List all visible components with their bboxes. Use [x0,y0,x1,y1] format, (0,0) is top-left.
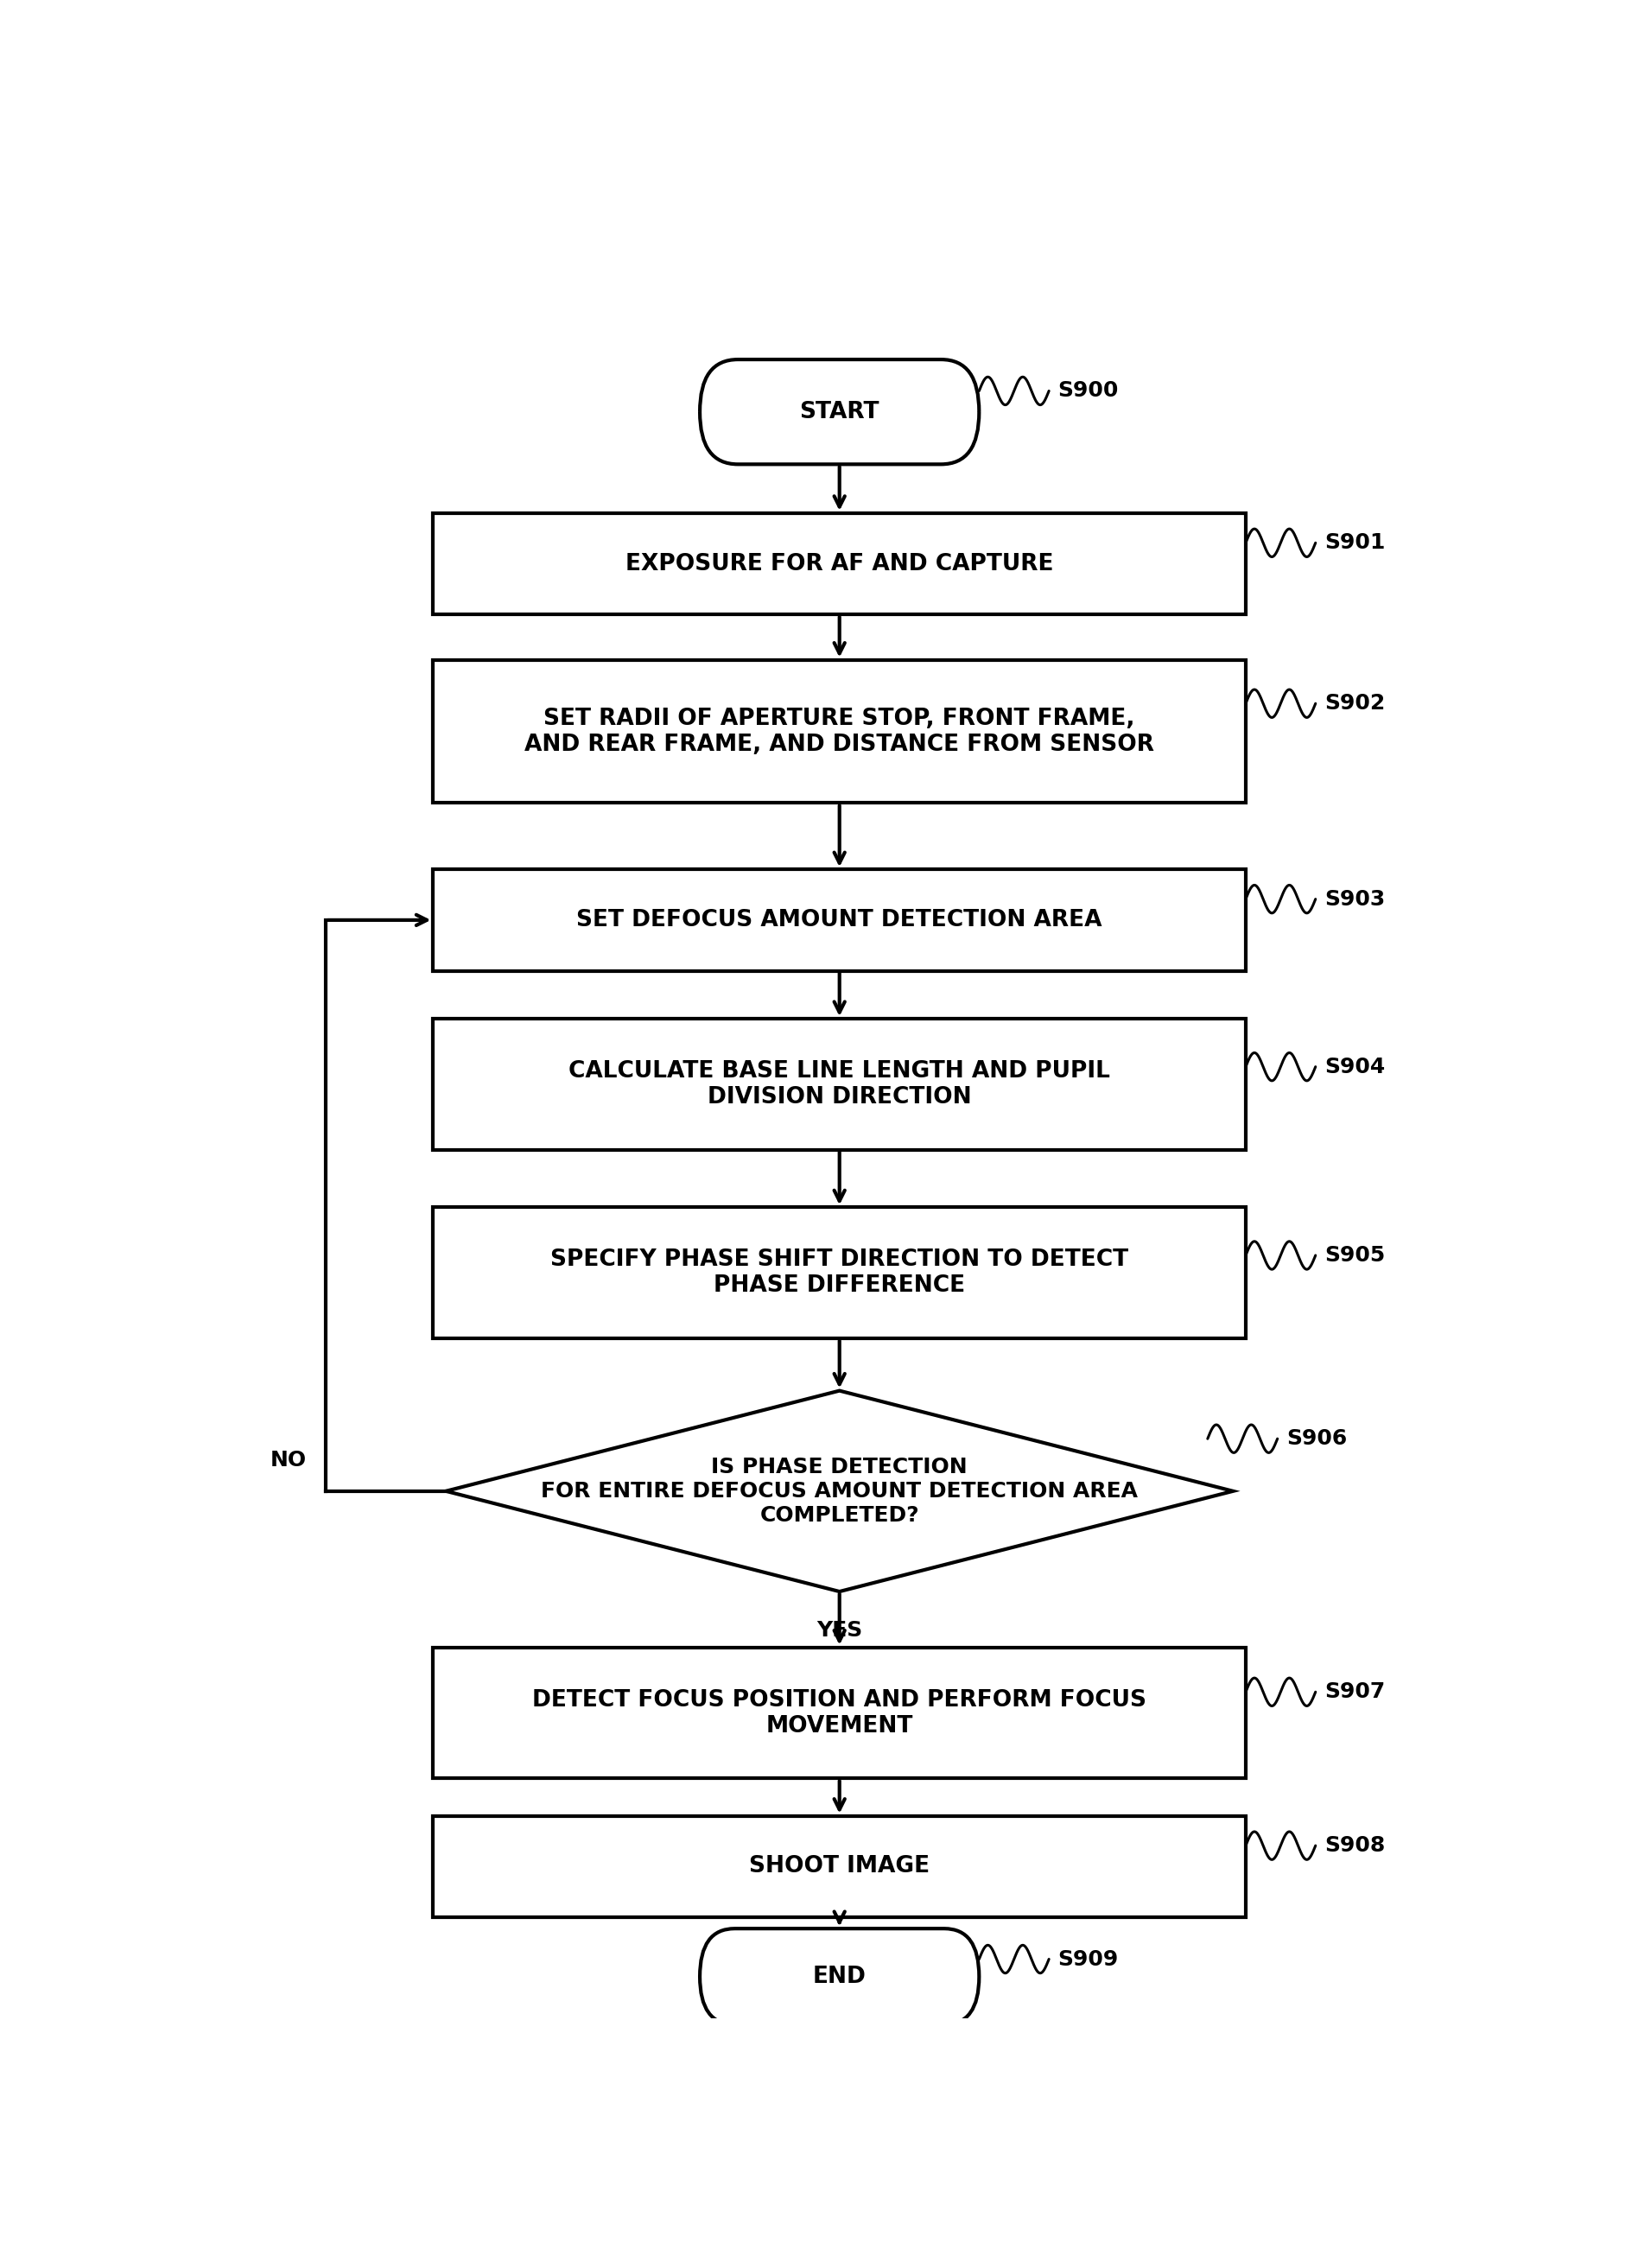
Text: END: END [812,1966,867,1987]
Text: CALCULATE BASE LINE LENGTH AND PUPIL
DIVISION DIRECTION: CALCULATE BASE LINE LENGTH AND PUPIL DIV… [568,1059,1111,1109]
Text: YES: YES [816,1619,863,1640]
Text: NO: NO [270,1449,306,1470]
Text: DETECT FOCUS POSITION AND PERFORM FOCUS
MOVEMENT: DETECT FOCUS POSITION AND PERFORM FOCUS … [532,1690,1147,1737]
Bar [432,1018,1247,1150]
Text: IS PHASE DETECTION
FOR ENTIRE DEFOCUS AMOUNT DETECTION AREA
COMPLETED?: IS PHASE DETECTION FOR ENTIRE DEFOCUS AM… [541,1456,1138,1526]
Bar [432,513,1247,615]
Text: S901: S901 [1325,533,1386,553]
Text: S907: S907 [1325,1681,1386,1703]
Text: SET RADII OF APERTURE STOP, FRONT FRAME,
AND REAR FRAME, AND DISTANCE FROM SENSO: SET RADII OF APERTURE STOP, FRONT FRAME,… [524,708,1155,755]
Text: START: START [799,401,880,424]
Text: S904: S904 [1325,1057,1386,1077]
Bar [432,1817,1247,1916]
Text: S903: S903 [1325,889,1386,909]
Bar [432,1207,1247,1338]
FancyBboxPatch shape [699,1928,980,2025]
Polygon shape [446,1390,1233,1592]
Text: EXPOSURE FOR AF AND CAPTURE: EXPOSURE FOR AF AND CAPTURE [626,553,1053,576]
Text: S908: S908 [1325,1835,1386,1855]
Text: SHOOT IMAGE: SHOOT IMAGE [749,1855,930,1878]
Bar [432,1647,1247,1778]
Text: S906: S906 [1286,1429,1346,1449]
FancyBboxPatch shape [699,358,980,465]
Text: SET DEFOCUS AMOUNT DETECTION AREA: SET DEFOCUS AMOUNT DETECTION AREA [577,909,1102,932]
Text: S909: S909 [1058,1948,1119,1969]
Bar [432,660,1247,803]
Text: SPECIFY PHASE SHIFT DIRECTION TO DETECT
PHASE DIFFERENCE: SPECIFY PHASE SHIFT DIRECTION TO DETECT … [550,1250,1129,1297]
Text: S902: S902 [1325,694,1386,714]
Text: S900: S900 [1058,381,1119,401]
Bar [432,869,1247,971]
Text: S905: S905 [1325,1245,1386,1266]
